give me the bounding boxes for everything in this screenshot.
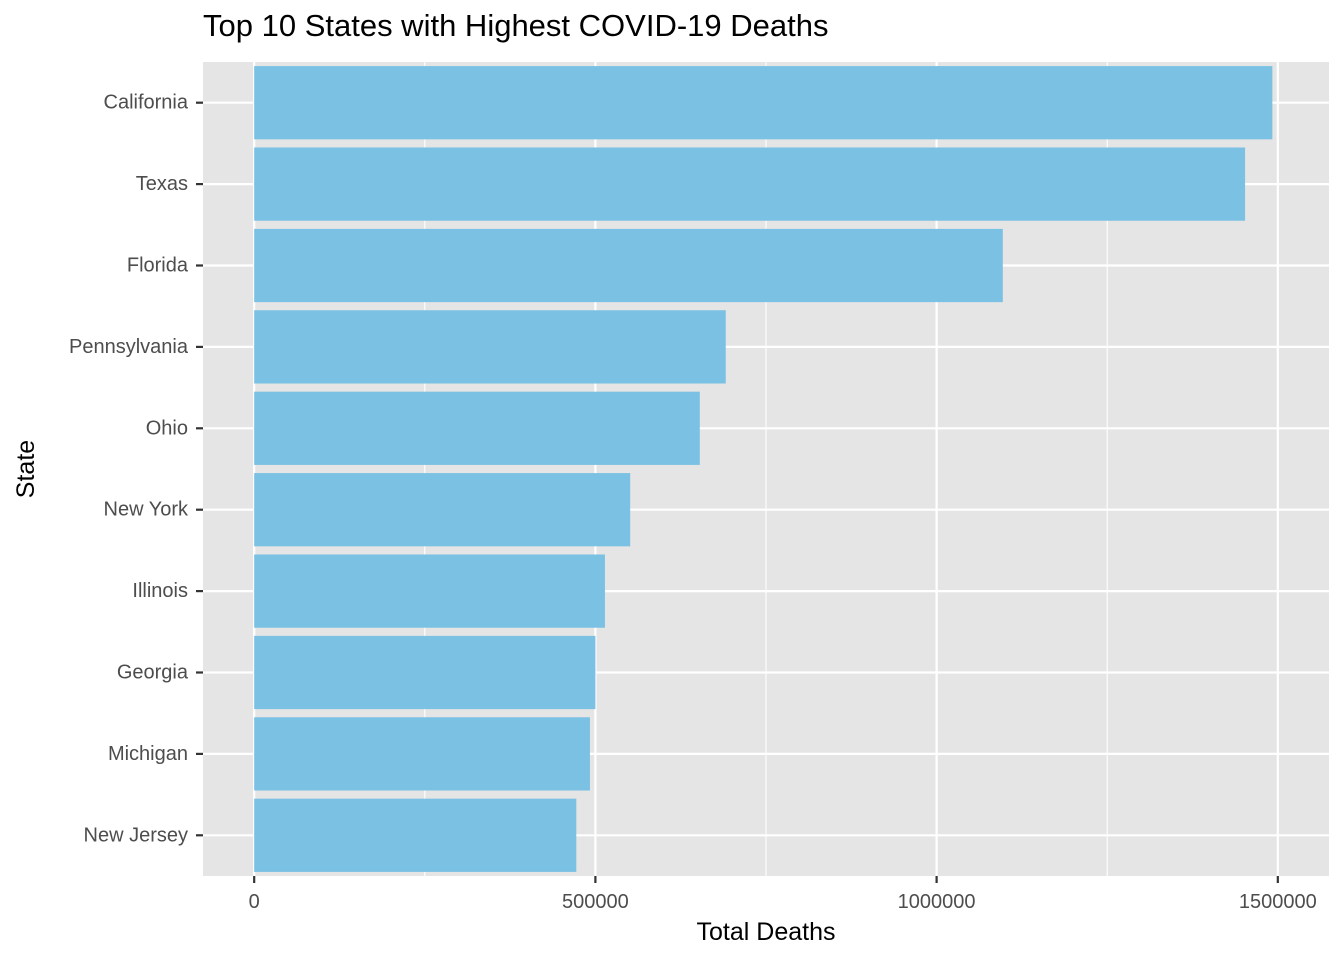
- x-tick-label: 500000: [562, 891, 629, 913]
- bar-new-york: [254, 473, 631, 547]
- bar-new-jersey: [254, 798, 577, 872]
- y-tick-label: California: [104, 92, 189, 114]
- bar-california: [254, 66, 1273, 140]
- x-axis-title: Total Deaths: [697, 918, 836, 946]
- chart-title: Top 10 States with Highest COVID-19 Deat…: [203, 8, 829, 43]
- y-tick-label: Ohio: [146, 417, 188, 439]
- y-tick-label: Florida: [127, 255, 189, 277]
- x-tick-label: 1000000: [898, 891, 976, 913]
- x-axis: 0 500000 1000000 1500000: [249, 876, 1317, 913]
- y-tick-label: New York: [104, 499, 189, 521]
- bar-illinois: [254, 554, 605, 628]
- bar-pennsylvania: [254, 310, 726, 384]
- y-axis: California Texas Florida Pennsylvania Ohio Ne…: [69, 92, 203, 846]
- bar-michigan: [254, 717, 590, 791]
- y-tick-label: Pennsylvania: [69, 336, 189, 358]
- bar-florida: [254, 228, 1003, 303]
- y-tick-label: Georgia: [117, 662, 189, 684]
- bar-georgia: [254, 635, 596, 710]
- y-tick-label: Michigan: [108, 743, 188, 765]
- bar-ohio: [254, 391, 700, 465]
- y-tick-label: Texas: [136, 173, 188, 195]
- x-tick-label: 0: [249, 891, 260, 913]
- y-axis-title: State: [12, 440, 40, 498]
- bar-texas: [254, 147, 1246, 221]
- bars: [254, 66, 1273, 872]
- x-tick-label: 1500000: [1239, 891, 1317, 913]
- y-tick-label: Illinois: [132, 580, 188, 602]
- y-tick-label: New Jersey: [84, 824, 188, 846]
